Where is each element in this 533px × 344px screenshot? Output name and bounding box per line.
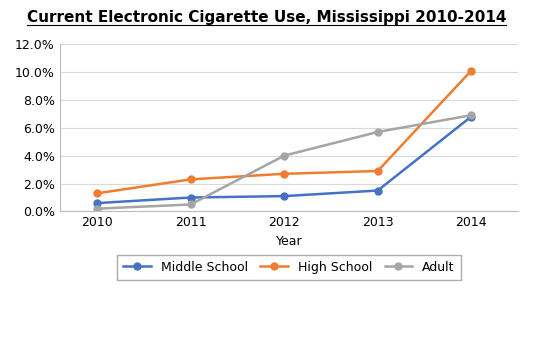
Adult — [94, 207, 100, 211]
High School — [375, 169, 381, 173]
Text: Current Electronic Cigarette Use, Mississippi 2010-2014: Current Electronic Cigarette Use, Missis… — [27, 10, 506, 25]
Line: High School: High School — [94, 67, 475, 197]
Adult — [375, 130, 381, 134]
X-axis label: Year: Year — [276, 235, 302, 248]
Middle School — [468, 115, 474, 119]
Adult — [188, 202, 194, 206]
High School — [188, 177, 194, 181]
Line: Adult: Adult — [94, 112, 475, 212]
Adult — [281, 154, 287, 158]
Middle School — [188, 195, 194, 200]
Middle School — [375, 189, 381, 193]
High School — [468, 68, 474, 73]
Line: Middle School: Middle School — [94, 113, 475, 206]
Middle School — [94, 201, 100, 205]
High School — [281, 172, 287, 176]
High School — [94, 191, 100, 195]
Middle School — [281, 194, 287, 198]
Legend: Middle School, High School, Adult: Middle School, High School, Adult — [117, 255, 461, 280]
Adult — [468, 113, 474, 117]
